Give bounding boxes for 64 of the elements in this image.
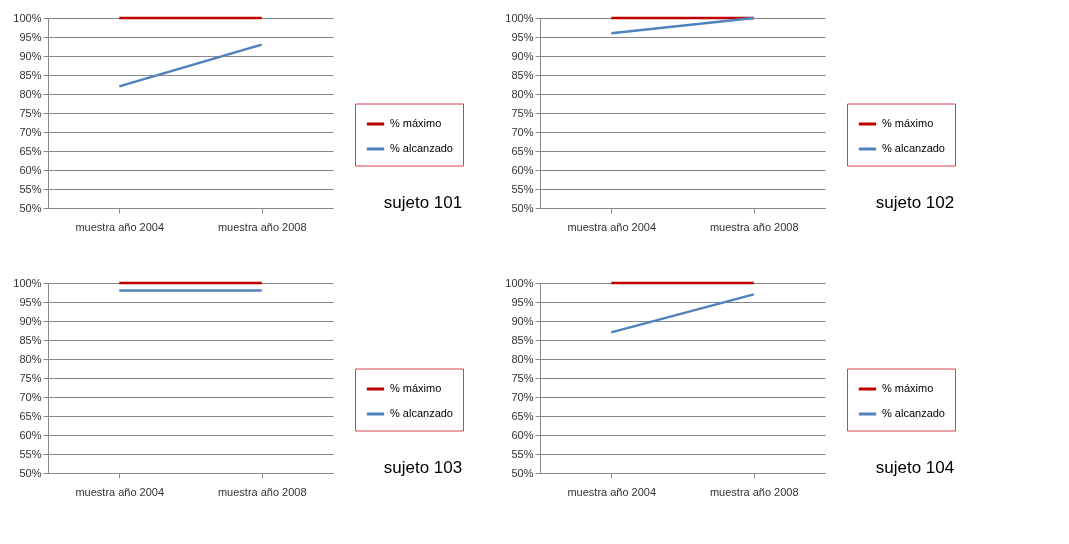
y-tick-label: 55% xyxy=(19,182,42,195)
y-tick-label: 80% xyxy=(19,87,42,100)
x-tick-label: muestra año 2004 xyxy=(75,220,165,233)
y-tick-label: 90% xyxy=(19,314,42,327)
y-tick-label: 75% xyxy=(19,106,42,119)
y-tick-label: 55% xyxy=(19,447,42,460)
y-tick-label: 90% xyxy=(511,49,534,62)
y-tick-label: 65% xyxy=(19,144,42,157)
x-tick-label: muestra año 2008 xyxy=(709,220,799,233)
x-tick-label: muestra año 2004 xyxy=(567,220,657,233)
y-tick-label: 75% xyxy=(511,371,534,384)
y-tick-label: 55% xyxy=(511,182,534,195)
legend-label: % máximo xyxy=(390,382,442,394)
text: sujeto 102 xyxy=(875,193,955,212)
y-tick-label: 100% xyxy=(13,11,42,24)
legend-label: % alcanzado xyxy=(882,142,945,154)
y-tick-label: 75% xyxy=(19,371,42,384)
y-tick-label: 60% xyxy=(19,428,42,441)
y-tick-label: 85% xyxy=(511,333,534,346)
y-tick-label: 65% xyxy=(19,409,42,422)
y-tick-label: 70% xyxy=(511,390,534,403)
y-tick-label: 80% xyxy=(511,352,534,365)
y-tick-label: 75% xyxy=(511,106,534,119)
x-tick-label: muestra año 2008 xyxy=(709,485,799,498)
y-tick-label: 55% xyxy=(511,447,534,460)
y-tick-label: 70% xyxy=(19,390,42,403)
y-tick-label: 85% xyxy=(19,333,42,346)
y-tick-label: 85% xyxy=(19,68,42,81)
y-tick-label: 95% xyxy=(511,295,534,308)
x-tick-label: muestra año 2004 xyxy=(75,485,165,498)
y-tick-label: 70% xyxy=(19,125,42,138)
y-tick-label: 50% xyxy=(19,201,42,214)
x-tick-label: muestra año 2008 xyxy=(217,485,307,498)
y-tick-label: 80% xyxy=(19,352,42,365)
y-tick-label: 95% xyxy=(511,30,534,43)
y-tick-label: 100% xyxy=(13,276,42,289)
y-tick-label: 95% xyxy=(19,30,42,43)
y-tick-label: 50% xyxy=(511,466,534,479)
y-tick-label: 70% xyxy=(511,125,534,138)
text: sujeto 101 xyxy=(383,193,463,212)
x-tick-label: muestra año 2004 xyxy=(567,485,657,498)
text: sujeto 104 xyxy=(875,458,955,477)
legend-label: % alcanzado xyxy=(882,407,945,419)
y-tick-label: 90% xyxy=(511,314,534,327)
y-tick-label: 100% xyxy=(505,276,534,289)
legend-label: % máximo xyxy=(882,382,934,394)
y-tick-label: 50% xyxy=(511,201,534,214)
y-tick-label: 60% xyxy=(511,163,534,176)
y-tick-label: 85% xyxy=(511,68,534,81)
legend-label: % alcanzado xyxy=(390,142,453,154)
text: sujeto 103 xyxy=(383,458,463,477)
y-tick-label: 65% xyxy=(511,144,534,157)
legend-label: % máximo xyxy=(882,117,934,129)
y-tick-label: 90% xyxy=(19,49,42,62)
y-tick-label: 100% xyxy=(505,11,534,24)
y-tick-label: 80% xyxy=(511,87,534,100)
y-tick-label: 50% xyxy=(19,466,42,479)
y-tick-label: 60% xyxy=(511,428,534,441)
legend-label: % máximo xyxy=(390,117,442,129)
y-tick-label: 95% xyxy=(19,295,42,308)
y-tick-label: 60% xyxy=(19,163,42,176)
x-tick-label: muestra año 2008 xyxy=(217,220,307,233)
y-tick-label: 65% xyxy=(511,409,534,422)
legend-label: % alcanzado xyxy=(390,407,453,419)
